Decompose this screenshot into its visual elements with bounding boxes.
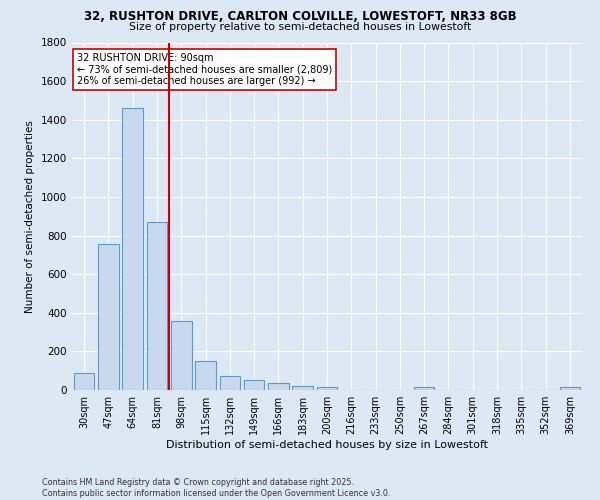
Bar <box>414 387 434 390</box>
Bar <box>74 372 94 390</box>
Bar <box>98 244 119 390</box>
Bar <box>317 386 337 390</box>
Text: Size of property relative to semi-detached houses in Lowestoft: Size of property relative to semi-detach… <box>129 22 471 32</box>
Text: 32, RUSHTON DRIVE, CARLTON COLVILLE, LOWESTOFT, NR33 8GB: 32, RUSHTON DRIVE, CARLTON COLVILLE, LOW… <box>83 10 517 23</box>
X-axis label: Distribution of semi-detached houses by size in Lowestoft: Distribution of semi-detached houses by … <box>166 440 488 450</box>
Bar <box>268 383 289 390</box>
Bar <box>244 380 265 390</box>
Y-axis label: Number of semi-detached properties: Number of semi-detached properties <box>25 120 35 312</box>
Bar <box>171 322 191 390</box>
Bar <box>220 376 240 390</box>
Text: Contains HM Land Registry data © Crown copyright and database right 2025.
Contai: Contains HM Land Registry data © Crown c… <box>42 478 391 498</box>
Text: 32 RUSHTON DRIVE: 90sqm
← 73% of semi-detached houses are smaller (2,809)
26% of: 32 RUSHTON DRIVE: 90sqm ← 73% of semi-de… <box>77 53 332 86</box>
Bar <box>560 387 580 390</box>
Bar <box>122 108 143 390</box>
Bar <box>292 386 313 390</box>
Bar <box>146 222 167 390</box>
Bar <box>195 361 216 390</box>
